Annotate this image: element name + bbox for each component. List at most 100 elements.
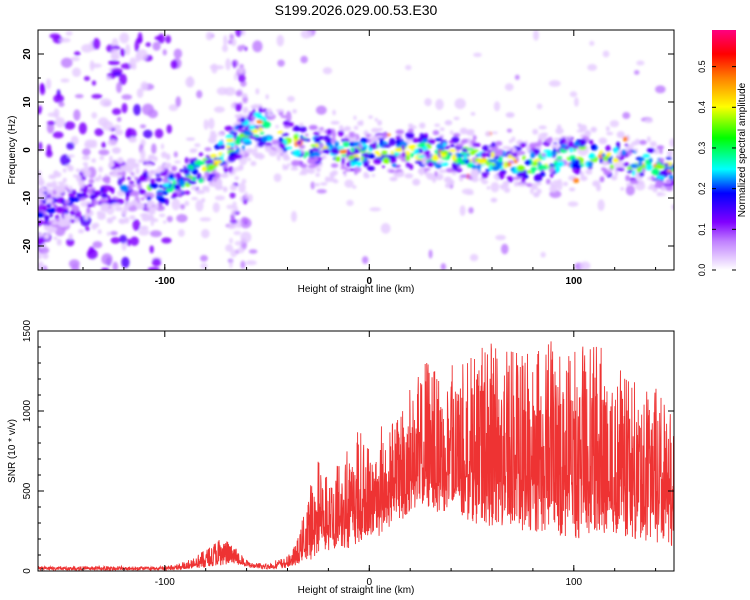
spectrogram-cell	[456, 157, 463, 163]
spectrogram-cell	[198, 152, 204, 157]
spectrogram-cell	[533, 158, 541, 162]
spectrogram-cell	[360, 155, 365, 162]
spectrogram-cell	[83, 76, 91, 81]
spectrogram-cell	[569, 187, 576, 192]
x-tick-label: 0	[367, 577, 373, 588]
spectrogram-cell	[218, 132, 224, 137]
spectrogram-cell	[346, 162, 351, 168]
spectrogram-cell	[276, 34, 284, 47]
y-tick-label: 0	[22, 568, 33, 574]
spectrogram-cell	[67, 215, 75, 219]
spectrogram-cell	[467, 137, 471, 144]
spectrogram-cell	[204, 147, 212, 152]
spectrogram-cell	[47, 230, 53, 234]
spectrogram-cell	[212, 202, 220, 213]
spectrogram-cell	[175, 96, 182, 108]
spectrogram-cell	[60, 57, 73, 68]
spectrogram-cell	[310, 181, 315, 190]
spectrogram-cell	[401, 151, 406, 158]
snr-frame	[37, 330, 675, 572]
chart-title: S199.2026.029.00.53.E30	[275, 2, 438, 18]
spectrogram-cell	[459, 205, 466, 216]
spectrogram-cell	[453, 116, 460, 120]
spectrogram-cell	[335, 156, 341, 162]
spectrogram-cell	[377, 128, 383, 132]
spectrogram-cell	[315, 172, 321, 177]
spectrogram-cell	[200, 254, 208, 262]
spectrogram-cell	[163, 178, 170, 184]
spectrogram-cell	[73, 109, 81, 121]
spectrogram-cell	[240, 93, 248, 98]
spectrogram-cell	[543, 149, 553, 153]
spectrogram-cell	[388, 169, 396, 173]
spectrogram-cell	[652, 187, 658, 193]
spectrogram-cell	[493, 156, 500, 160]
spectrogram-cell	[642, 153, 651, 158]
spectrogram-cell	[506, 128, 513, 133]
colorbar-gradient	[712, 30, 736, 270]
spectrogram-cell	[370, 136, 379, 143]
spectrogram-cell	[477, 158, 487, 165]
spectrogram-cell	[242, 95, 248, 104]
spectrogram-cell	[374, 117, 378, 122]
spectrogram-cell	[472, 135, 477, 141]
spectrogram-cell	[519, 142, 527, 148]
spectrogram-cell	[219, 144, 226, 150]
spectrogram-cell	[354, 169, 358, 175]
spectrogram-cell	[424, 133, 428, 138]
spectrogram-cell	[45, 198, 54, 203]
spectrogram-cell	[130, 172, 135, 176]
spectrogram-cell	[489, 164, 493, 171]
spectrogram-cell	[276, 148, 284, 154]
spectrogram-cell	[114, 206, 123, 212]
spectrogram-cell	[247, 193, 253, 203]
spectrogram-cell	[38, 221, 42, 227]
spectrogram-cell	[448, 149, 457, 153]
spectrogram-cell	[603, 170, 612, 176]
spectrogram-cell	[538, 165, 543, 171]
spectrogram-cell	[440, 162, 449, 167]
spectrogram-cell	[625, 185, 635, 196]
spectrogram-cell	[605, 126, 610, 132]
spectrogram-cell	[617, 150, 621, 158]
spectrogram-cell	[52, 190, 57, 195]
spectrogram-cell	[110, 48, 119, 60]
spectrogram-cell	[112, 261, 119, 270]
spectrogram-cell	[584, 130, 591, 137]
spectrogram-cell	[99, 98, 112, 107]
spectrogram-cell	[131, 200, 139, 205]
spectrogram-cell	[82, 162, 89, 166]
spectrogram-cell	[179, 169, 184, 173]
spectrogram-cell	[68, 193, 73, 197]
spectrogram-cell	[549, 166, 555, 173]
colorbar: 0.0 0.1 0.2 0.3 0.4 0.5 Normalized spectral a…	[697, 30, 748, 276]
spectrogram-cell	[414, 160, 423, 164]
spectrogram-cell	[101, 212, 106, 216]
spectrogram-cell	[38, 261, 44, 270]
spectrogram-cell	[578, 124, 588, 132]
spectrogram-cell	[62, 218, 71, 225]
spectrogram-cell	[111, 108, 122, 115]
y-tick-label: 20	[22, 48, 33, 60]
spectrogram-cell	[287, 163, 291, 167]
spectrogram-cell	[53, 94, 65, 103]
spectrogram-cell	[121, 102, 128, 114]
spectrogram-cell	[121, 175, 125, 182]
spectrogram-cell	[466, 163, 473, 168]
spectrogram-cell	[667, 171, 673, 175]
spectrogram-cell	[82, 155, 90, 161]
spectrogram-cell	[168, 173, 176, 180]
spectrogram-cell	[126, 176, 132, 180]
spectrogram-cell	[106, 231, 111, 236]
spectrogram-cell	[622, 136, 628, 142]
spectrogram-cell	[154, 128, 164, 139]
spectrogram-cell	[363, 160, 370, 168]
spectrogram-cell	[671, 167, 674, 171]
spectrogram-cell	[64, 121, 76, 130]
spectrogram-cell	[84, 213, 89, 221]
spectrogram-cell	[375, 135, 384, 139]
spectrogram-cell	[445, 183, 451, 189]
spectrogram-cell	[250, 160, 257, 167]
spectrogram-cell	[240, 231, 252, 243]
spectrogram-cell	[257, 141, 265, 148]
